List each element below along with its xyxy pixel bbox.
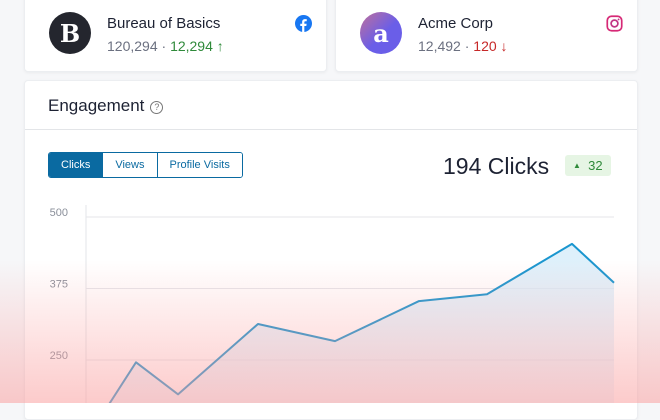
y-tick-label: 500 — [50, 207, 68, 219]
y-tick-label: 250 — [50, 350, 68, 362]
y-tick-label: 375 — [50, 279, 68, 291]
engagement-chart: 500 375 250 — [0, 0, 660, 403]
area-fill — [86, 244, 614, 403]
